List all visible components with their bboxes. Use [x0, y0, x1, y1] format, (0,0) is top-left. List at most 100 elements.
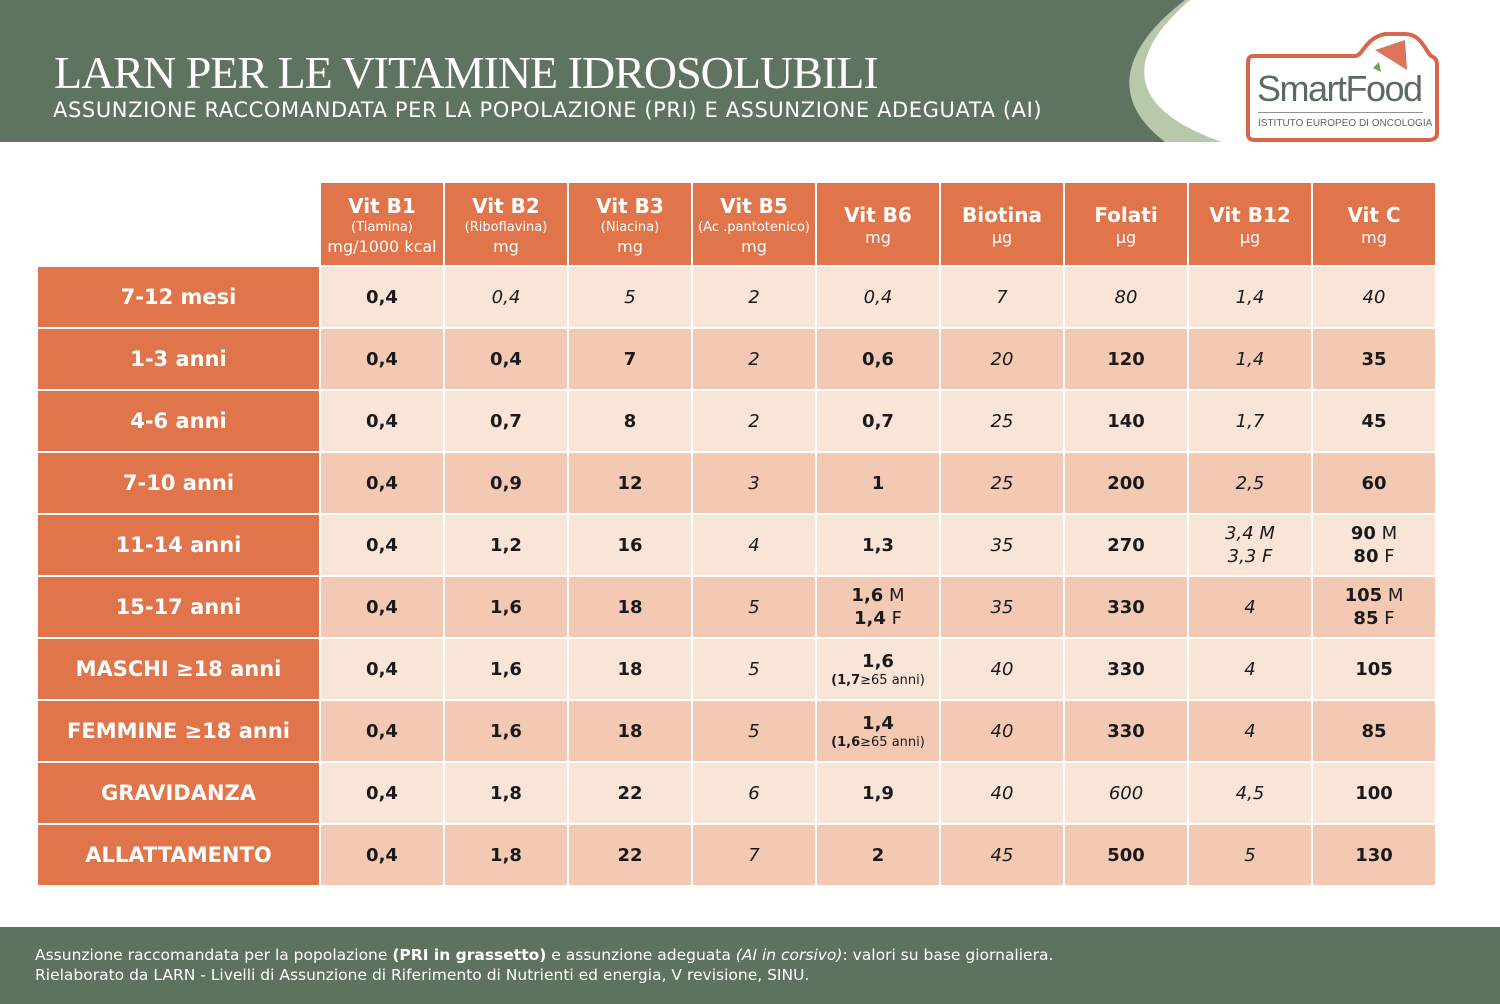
- cell-value: 85: [1361, 720, 1387, 742]
- cell-line: 35: [1313, 348, 1435, 371]
- table-row: 15-17 anni 0,4 1,6 18 5 1,6 M 1,4 F 35 330 4 105 M…: [36, 575, 1437, 639]
- table-cell: 1,6 M 1,4 F: [815, 575, 941, 639]
- cell-value: 40: [1362, 286, 1386, 308]
- cell-line: 2,5: [1189, 472, 1311, 495]
- table-cell: 140: [1063, 389, 1189, 453]
- cell-line: 1,6 M: [817, 584, 939, 607]
- cell-line: 7: [569, 348, 691, 371]
- cell-line: 1,9: [817, 782, 939, 805]
- cell-value: 1,6: [490, 658, 522, 680]
- table-cell: 7: [939, 265, 1065, 329]
- table-cell: 500: [1063, 823, 1189, 887]
- cell-line: 90 M: [1313, 522, 1435, 545]
- cell-line: 1,6: [445, 658, 567, 681]
- cell-line: 3,4 M: [1189, 522, 1311, 545]
- table-cell: 18: [567, 699, 693, 763]
- table-cell: 1,9: [815, 761, 941, 825]
- column-name: Vit B2: [472, 194, 540, 218]
- cell-value: 2: [871, 844, 885, 866]
- table-cell: 40: [1311, 265, 1437, 329]
- table-cell: 90 M 80 F: [1311, 513, 1437, 577]
- column-name: Vit B6: [844, 203, 912, 227]
- cell-line: 12: [569, 472, 691, 495]
- cell-value: 4: [1244, 596, 1256, 618]
- cell-line: 5: [569, 286, 691, 309]
- cell-line: 1: [817, 472, 939, 495]
- column-unit: µg: [991, 228, 1013, 247]
- cell-line: 5: [693, 596, 815, 619]
- cell-line: 105 M: [1313, 584, 1435, 607]
- table-cell: 60: [1311, 451, 1437, 515]
- table-cell: 200: [1063, 451, 1189, 515]
- logo-name: SmartFood: [1257, 68, 1423, 109]
- cell-line: 270: [1065, 534, 1187, 557]
- cell-value: 1,3: [862, 534, 894, 556]
- table-row: MASCHI ≥18 anni 0,4 1,6 18 5 1,6 (1,7≥65 anni)…: [36, 637, 1437, 701]
- cell-value: 35: [990, 596, 1014, 618]
- cell-value: 0,7: [862, 410, 894, 432]
- footer-text: Assunzione raccomandata per la popolazio…: [35, 946, 393, 964]
- table-cell: 0,4: [319, 389, 445, 453]
- vitamins-table: Vit B1 (Tiamina) mg/1000 kcal Vit B2 (Ribofl…: [36, 181, 1437, 887]
- cell-line: 140: [1065, 410, 1187, 433]
- cell-value: 1: [871, 472, 885, 494]
- table-row: 7-10 anni 0,4 0,9 12 3 1 25 200 2,5 60: [36, 451, 1437, 515]
- cell-line: 18: [569, 720, 691, 743]
- table-cell: 35: [1311, 327, 1437, 391]
- cell-line: 200: [1065, 472, 1187, 495]
- table-cell: 0,9: [443, 451, 569, 515]
- table-cell: 35: [939, 575, 1065, 639]
- cell-note: (1,6≥65 anni): [817, 735, 939, 751]
- column-header: Vit B12 µg: [1187, 181, 1313, 267]
- table-cell: 1: [815, 451, 941, 515]
- cell-value: 0,4: [366, 844, 398, 866]
- table-cell: 12: [567, 451, 693, 515]
- cell-value: 22: [617, 782, 643, 804]
- cell-line: 25: [941, 410, 1063, 433]
- table-cell: 2: [691, 389, 817, 453]
- column-unit: mg: [1361, 228, 1387, 247]
- cell-suffix: M: [883, 585, 905, 606]
- footer-ai-label: (AI in corsivo): [735, 946, 843, 964]
- cell-value: 2,5: [1235, 472, 1265, 494]
- table-row: GRAVIDANZA 0,4 1,8 22 6 1,9 40 600 4,5 100: [36, 761, 1437, 825]
- table-cell: 40: [939, 761, 1065, 825]
- column-name: Vit B12: [1209, 203, 1291, 227]
- cell-value: 1,6: [490, 596, 522, 618]
- row-label: 4-6 anni: [36, 389, 321, 453]
- cell-value: 1,7: [1235, 410, 1265, 432]
- cell-value: 40: [990, 720, 1014, 742]
- cell-line: 330: [1065, 596, 1187, 619]
- table-cell: 4: [1187, 699, 1313, 763]
- cell-line: 6: [693, 782, 815, 805]
- cell-line: 1,4 F: [817, 607, 939, 630]
- cell-value: 5: [624, 286, 636, 308]
- cell-value: 1,6: [851, 585, 884, 606]
- footer-text: : valori su base giornaliera.: [842, 946, 1054, 964]
- table-cell: 330: [1063, 699, 1189, 763]
- cell-value: 0,6: [862, 348, 894, 370]
- table-cell: 0,4: [443, 327, 569, 391]
- cell-value: 0,4: [366, 782, 398, 804]
- table-cell: 1,2: [443, 513, 569, 577]
- cell-value: 7: [623, 348, 637, 370]
- cell-value: 4,5: [1235, 782, 1265, 804]
- table-cell: 0,4: [319, 699, 445, 763]
- cell-value: 0,4: [366, 534, 398, 556]
- cell-line: 45: [1313, 410, 1435, 433]
- footer-line-2: Rielaborato da LARN - Livelli di Assunzi…: [35, 966, 810, 984]
- cell-line: 5: [693, 658, 815, 681]
- cell-value: 3,4 M: [1225, 523, 1275, 544]
- cell-line: 0,4: [321, 782, 443, 805]
- table-row: FEMMINE ≥18 anni 0,4 1,6 18 5 1,4 (1,6≥65 anni…: [36, 699, 1437, 763]
- cell-line: 1,4: [817, 712, 939, 735]
- cell-value: 2: [748, 348, 760, 370]
- table-cell: 0,4: [319, 823, 445, 887]
- cell-value: 16: [617, 534, 643, 556]
- table-cell: 22: [567, 761, 693, 825]
- cell-line: 105: [1313, 658, 1435, 681]
- cell-line: 5: [1189, 844, 1311, 867]
- row-label: FEMMINE ≥18 anni: [36, 699, 321, 763]
- cell-line: 35: [941, 534, 1063, 557]
